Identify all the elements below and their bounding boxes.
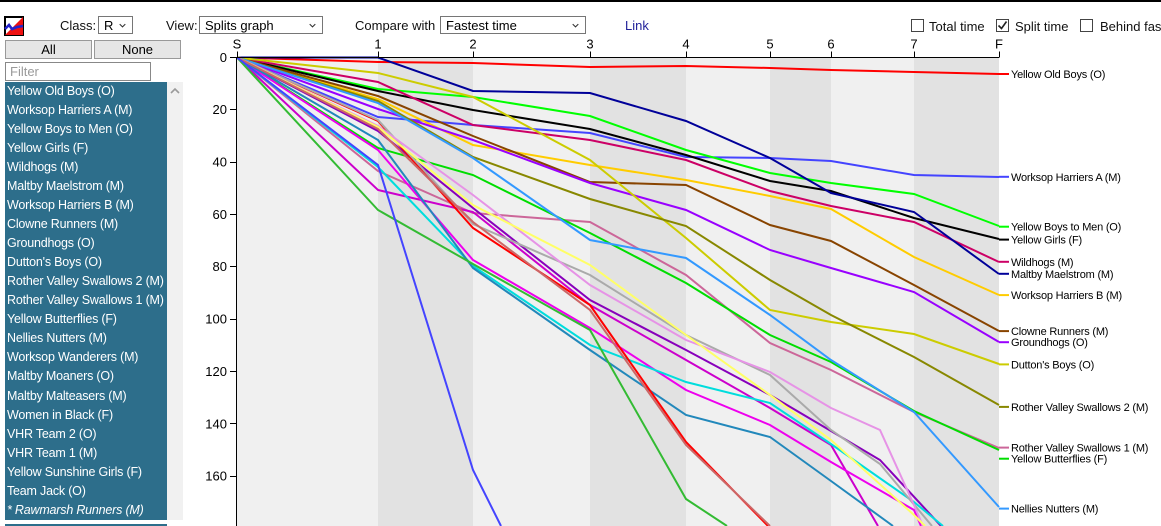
svg-text:7: 7 xyxy=(910,37,917,52)
svg-text:Yellow Girls (F): Yellow Girls (F) xyxy=(1011,235,1082,247)
svg-text:20: 20 xyxy=(213,102,227,117)
svg-text:Worksop Harriers A (M): Worksop Harriers A (M) xyxy=(1011,172,1121,184)
svg-text:160: 160 xyxy=(205,469,227,484)
svg-text:Yellow Old Boys (O): Yellow Old Boys (O) xyxy=(1011,69,1105,81)
svg-text:Dutton's Boys (O): Dutton's Boys (O) xyxy=(1011,359,1094,371)
svg-text:Yellow Boys to Men (O): Yellow Boys to Men (O) xyxy=(1011,222,1121,234)
svg-text:Rother Valley Swallows 1 (M): Rother Valley Swallows 1 (M) xyxy=(1011,443,1148,455)
svg-text:Yellow Butterflies (F): Yellow Butterflies (F) xyxy=(1011,454,1107,466)
svg-text:Worksop Harriers B (M): Worksop Harriers B (M) xyxy=(1011,290,1122,302)
svg-text:60: 60 xyxy=(213,207,227,222)
svg-text:S: S xyxy=(233,37,242,52)
svg-text:Clowne Runners (M): Clowne Runners (M) xyxy=(1011,326,1108,338)
svg-text:Nellies Nutters (M): Nellies Nutters (M) xyxy=(1011,504,1098,516)
svg-text:3: 3 xyxy=(586,37,593,52)
svg-text:Wildhogs (M): Wildhogs (M) xyxy=(1011,257,1073,269)
svg-text:100: 100 xyxy=(205,312,227,327)
svg-text:2: 2 xyxy=(469,37,476,52)
svg-text:Maltby Maelstrom (M): Maltby Maelstrom (M) xyxy=(1011,269,1113,281)
svg-text:40: 40 xyxy=(213,155,227,170)
svg-text:1: 1 xyxy=(374,37,381,52)
svg-text:F: F xyxy=(995,37,1003,52)
svg-text:Groundhogs (O): Groundhogs (O) xyxy=(1011,337,1088,349)
svg-text:6: 6 xyxy=(827,37,834,52)
svg-text:Rother Valley Swallows 2 (M): Rother Valley Swallows 2 (M) xyxy=(1011,402,1148,414)
svg-text:0: 0 xyxy=(220,50,227,65)
svg-text:4: 4 xyxy=(682,37,689,52)
svg-text:5: 5 xyxy=(766,37,773,52)
svg-text:120: 120 xyxy=(205,364,227,379)
svg-text:140: 140 xyxy=(205,416,227,431)
svg-text:80: 80 xyxy=(213,259,227,274)
